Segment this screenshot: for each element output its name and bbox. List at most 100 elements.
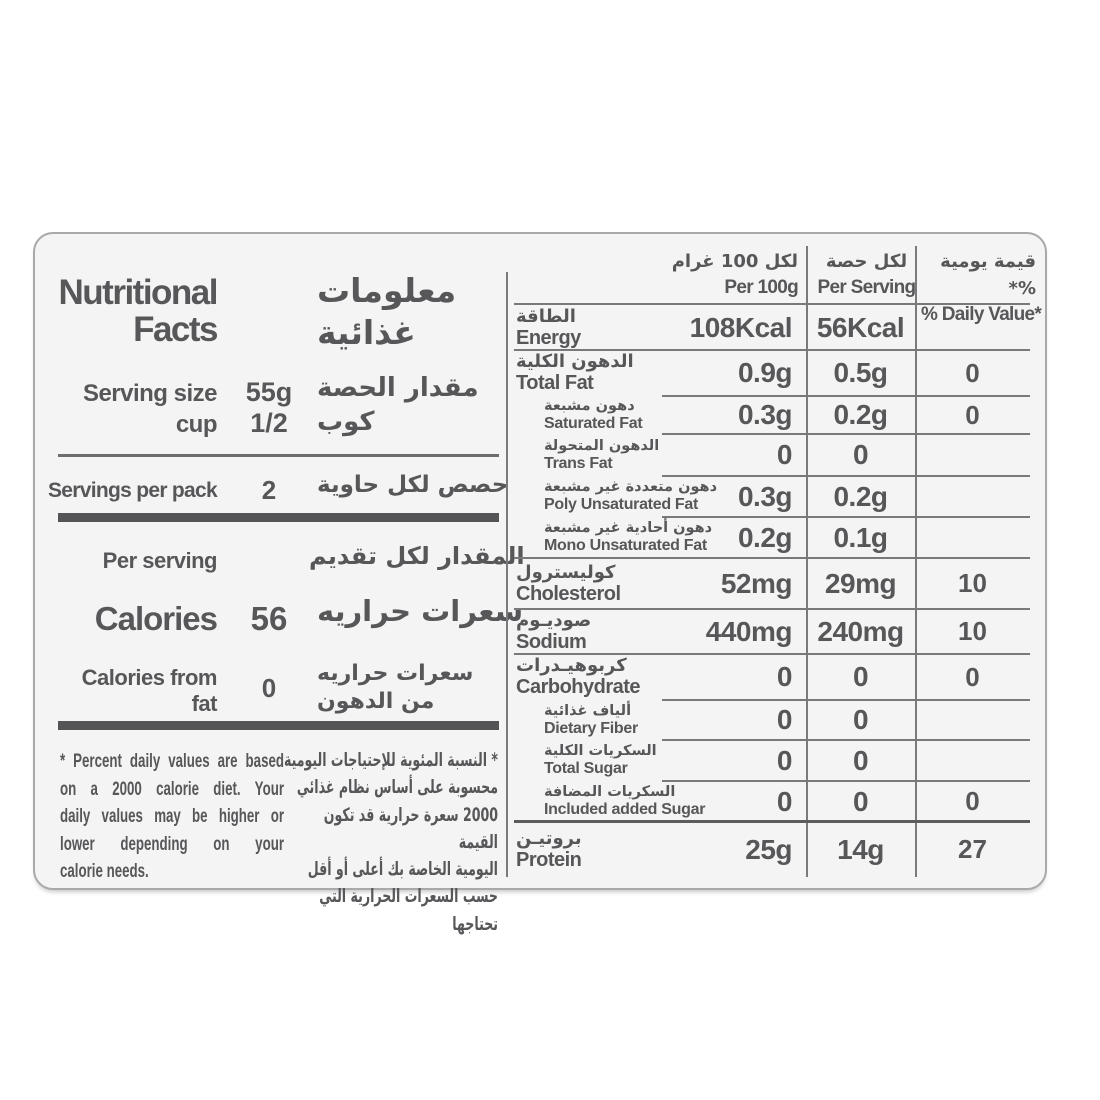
calories-value: 56 — [250, 600, 288, 637]
header-underline — [514, 303, 1030, 305]
value-daily: 10 — [958, 568, 987, 598]
header-per-100g-en: Per 100g — [724, 277, 798, 298]
serving-size-label-line2: cup — [175, 411, 218, 438]
calories-label-en: Calories — [94, 600, 218, 637]
value-per-serving: 29mg — [824, 567, 897, 599]
servings-per-pack-label-ar: حصص لكل حاوية — [317, 472, 509, 498]
row-label-ar: صوديـوم — [516, 609, 592, 631]
value-daily: 0 — [965, 661, 980, 692]
row-label: ألياف غذائية Dietary Fiber — [514, 703, 777, 738]
row-divider — [662, 699, 1030, 701]
table-header-row: لكل 100 غرام Per 100g لكل حصة Per Servin… — [514, 242, 1042, 325]
table-row-energy: الطاقة Energy 108Kcal 56Kcal — [514, 305, 1030, 351]
row-label: الدهون المتحولة Trans Fat — [514, 438, 777, 473]
table-row-saturated-fat: دهون مشبعة Saturated Fat 0.3g 0.2g 0 — [514, 396, 1030, 435]
vertical-divider-main — [506, 272, 508, 877]
footnote-ar-line3: 2000 سعرة حرارية قد تكون القيمة — [323, 804, 498, 853]
row-label-ar: دهون أحادية غير مشبعة — [544, 520, 713, 536]
row-label: السكريات الكلية Total Sugar — [514, 743, 777, 778]
serving-size-label-ar: مقدار الحصة كوب — [317, 371, 479, 439]
row-divider — [662, 395, 1030, 397]
value-per-serving: 0.5g — [833, 357, 888, 388]
servings-per-pack-value: 2 — [261, 475, 277, 505]
cff-ar-line1: سعرات حراريه — [317, 661, 474, 686]
value-per-100g: 0 — [776, 744, 793, 776]
table-row-mono-unsaturated-fat: دهون أحادية غير مشبعة Mono Unsaturated F… — [514, 517, 1030, 559]
footnote-ar-line5: حسب السعرات الحرارية التي تحتاجها — [319, 886, 498, 935]
cff-en-line1: Calories from — [81, 665, 218, 690]
row-label-en: Total Sugar — [544, 760, 628, 777]
footnote-ar-line1: * النسبة المئوية للإحتياجات اليومية — [283, 750, 498, 771]
value-per-100g: 0 — [776, 439, 793, 470]
value-per-serving: 240mg — [817, 615, 904, 647]
value-per-serving: 0 — [852, 744, 869, 776]
footnote-en-line4: lower depending on your — [60, 833, 284, 855]
footnote-en-line2: on a 2000 calorie diet. Your — [60, 778, 284, 800]
row-label-ar: دهون متعددة غير مشبعة — [544, 479, 718, 495]
row-label: بروتيـن Protein — [514, 827, 745, 871]
value-per-100g: 0.3g — [737, 480, 793, 512]
table-row-dietary-fiber: ألياف غذائية Dietary Fiber 0 0 — [514, 700, 1030, 741]
row-label-en: Included added Sugar — [544, 801, 706, 818]
header-daily-value-ar: قيمة يومية %* — [940, 251, 1036, 299]
value-daily: 0 — [965, 786, 980, 816]
row-label: الدهون الكلية Total Fat — [514, 351, 738, 395]
serving-size-value: 55g 1/2 — [231, 377, 307, 439]
row-label-ar: كربوهيـدرات — [516, 655, 627, 676]
table-row-poly-unsaturated-fat: دهون متعددة غير مشبعة Poly Unsaturated F… — [514, 476, 1030, 518]
value-per-100g: 0.3g — [737, 399, 793, 430]
calories-label-ar: سعرات حراريه — [317, 594, 524, 628]
value-per-100g: 108Kcal — [689, 311, 793, 343]
row-label: صوديـوم Sodium — [514, 609, 706, 653]
title-arabic-line2: غذائية — [317, 313, 416, 352]
row-label-en: Mono Unsaturated Fat — [544, 537, 707, 554]
serving-size-ar-line2: كوب — [317, 407, 375, 437]
table-row-total-sugar: السكريات الكلية Total Sugar 0 0 — [514, 740, 1030, 782]
value-per-100g: 0.9g — [737, 357, 793, 388]
header-daily-value-en: % Daily Value* — [921, 304, 1042, 325]
divider-thin — [58, 454, 499, 457]
row-label: دهون متعددة غير مشبعة Poly Unsaturated F… — [514, 479, 738, 514]
table-row-sodium: صوديـوم Sodium 440mg 240mg 10 — [514, 609, 1030, 655]
row-divider — [514, 653, 1030, 655]
value-daily: 0 — [965, 399, 980, 430]
row-label-en: Carbohydrate — [516, 676, 641, 698]
column-divider-2 — [915, 246, 917, 877]
row-label: كوليسترول Cholesterol — [514, 561, 721, 605]
row-label-en: Protein — [516, 848, 582, 871]
title-arabic: معلومات غذائية — [317, 270, 456, 354]
row-label-ar: كوليسترول — [516, 561, 616, 583]
row-label-ar: الدهون الكلية — [516, 351, 634, 372]
row-label-ar: دهون مشبعة — [544, 397, 635, 414]
row-label: دهون أحادية غير مشبعة Mono Unsaturated F… — [514, 520, 738, 555]
serving-size-label-en: Serving size cup — [43, 378, 218, 440]
table-row-included-added-sugar: السكريات المضافة Included added Sugar 0 … — [514, 781, 1030, 823]
value-per-serving: 14g — [837, 833, 884, 865]
row-label: السكريات المضافة Included added Sugar — [514, 784, 777, 819]
cff-en-line2: fat — [191, 691, 218, 716]
row-divider — [662, 516, 1030, 518]
row-label-ar: الدهون المتحولة — [544, 437, 660, 454]
row-label-en: Sodium — [516, 630, 587, 653]
row-divider — [514, 557, 1030, 559]
value-daily: 27 — [958, 834, 987, 864]
row-divider — [662, 433, 1030, 435]
row-label: كربوهيـدرات Carbohydrate — [514, 655, 777, 699]
title-english: Nutritional Facts — [43, 274, 219, 348]
serving-size-cups: 1/2 — [250, 408, 288, 438]
header-per-serving-ar: لكل حصة — [825, 251, 908, 272]
table-row-trans-fat: الدهون المتحولة Trans Fat 0 0 — [514, 434, 1030, 477]
value-daily: 10 — [958, 616, 987, 646]
row-divider — [662, 475, 1030, 477]
serving-size-ar-line1: مقدار الحصة — [317, 373, 479, 403]
row-label-en: Poly Unsaturated Fat — [544, 496, 699, 513]
value-per-100g: 0.2g — [737, 521, 793, 553]
footnote-english: * Percent daily values are based on a 20… — [60, 748, 284, 886]
row-label-ar: بروتيـن — [516, 827, 582, 849]
row-divider — [662, 780, 1030, 782]
per-serving-label-ar: المقدار لكل تقديم — [309, 542, 525, 570]
calories-from-fat-label-en: Calories from fat — [43, 665, 218, 717]
value-per-serving: 0.2g — [833, 399, 888, 430]
nutrition-table: لكل 100 غرام Per 100g لكل حصة Per Servin… — [514, 242, 1042, 877]
row-label-ar: ألياف غذائية — [544, 702, 632, 719]
